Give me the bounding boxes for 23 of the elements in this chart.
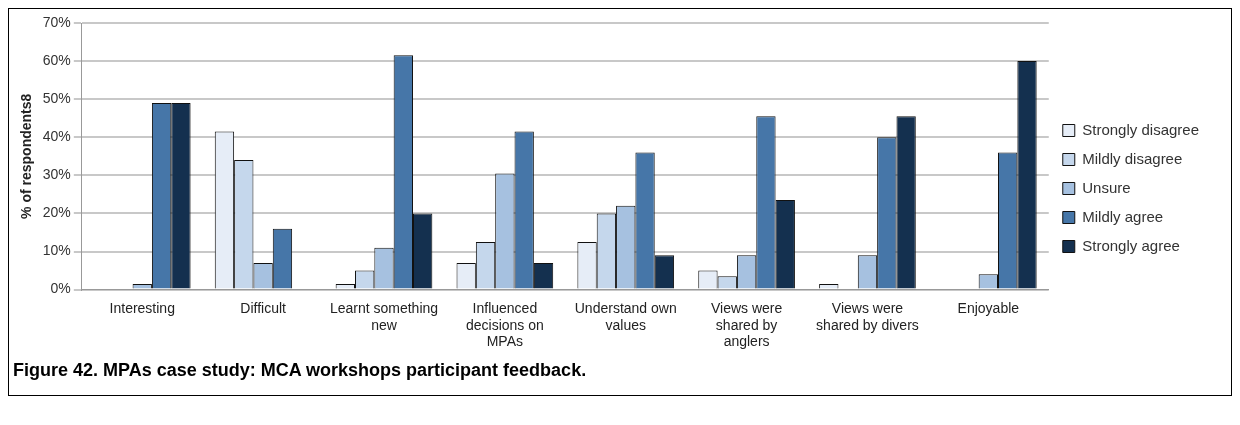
x-tick-label: Views were shared by divers [816, 299, 919, 333]
legend-label: Strongly agree [1082, 236, 1180, 254]
y-tick-label: 30% [42, 166, 71, 183]
x-tick-label: Difficult [240, 299, 287, 316]
x-tick-label: Learnt something new [329, 299, 439, 333]
x-tick-label: Views were shared by anglers [710, 299, 783, 350]
legend-label: Mildly disagree [1082, 149, 1183, 167]
x-tick-label: Influenced decisions on MPAs [465, 299, 544, 350]
y-tick-label: 70% [42, 13, 71, 30]
y-tick-label: 10% [42, 242, 71, 259]
legend-label: Mildly agree [1082, 207, 1164, 225]
legend-label: Unsure [1082, 178, 1131, 196]
caption: Figure 42. MPAs case study: MCA workshops participant feedback. [12, 359, 588, 382]
y-tick-label: 40% [42, 128, 71, 145]
y-axis-title: % of respondents8 [18, 93, 35, 219]
y-tick-label: 0% [50, 280, 71, 297]
y-tick-label: 50% [42, 90, 71, 107]
legend-label: Strongly disagree [1082, 120, 1199, 138]
x-tick-label: Enjoyable [957, 299, 1020, 316]
y-tick-label: 20% [42, 204, 71, 221]
y-tick-label: 60% [42, 51, 71, 68]
x-tick-label: Interesting [109, 299, 175, 316]
x-tick-label: Understand own values [574, 299, 677, 333]
